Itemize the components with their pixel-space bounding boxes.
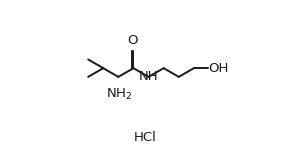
Text: HCl: HCl	[134, 131, 156, 144]
Text: O: O	[127, 34, 138, 47]
Text: NH$_2$: NH$_2$	[106, 87, 132, 102]
Text: OH: OH	[209, 62, 229, 75]
Text: NH: NH	[139, 70, 158, 83]
